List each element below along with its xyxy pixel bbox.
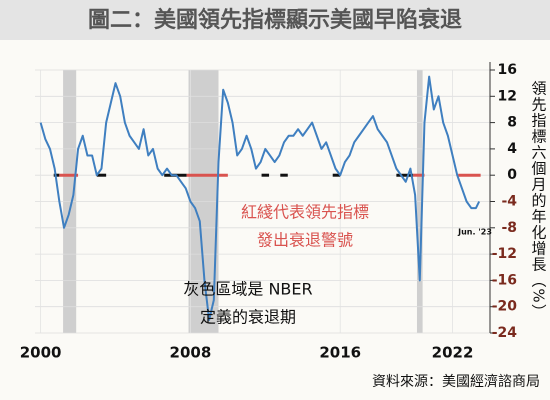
annotation: 定義的衰退期 xyxy=(200,308,296,327)
x-tick-label: 2016 xyxy=(319,344,361,362)
y-tick-label: 8 xyxy=(507,115,517,131)
source: 資料來源：美國經濟諮商局 xyxy=(372,373,540,390)
y-tick-label: -4 xyxy=(501,194,517,210)
y-tick-label: 0 xyxy=(507,167,517,183)
annotation: 發出衰退警號 xyxy=(257,231,353,250)
title-band xyxy=(0,0,550,40)
y-axis-label: 領先指標六個月的年化增長（%） xyxy=(530,80,548,319)
y-tick-label: 4 xyxy=(507,141,517,157)
x-tick-label: 2000 xyxy=(20,344,62,362)
annotation: Jun. '23 xyxy=(457,228,492,237)
chart-title: 圖二：美國領先指標顯示美國早陷衰退 xyxy=(88,7,462,33)
y-tick-label: -24 xyxy=(492,325,518,341)
y-tick-label: -12 xyxy=(492,246,517,262)
y-tick-label: -8 xyxy=(501,220,517,236)
y-tick-label: -16 xyxy=(492,272,517,288)
x-tick-label: 2022 xyxy=(432,344,474,362)
annotation: 灰色區域是 NBER xyxy=(183,280,312,299)
y-tick-label: 12 xyxy=(498,88,517,104)
series-line xyxy=(39,75,481,321)
y-tick-label: -20 xyxy=(492,299,518,315)
x-tick-label: 2008 xyxy=(170,344,212,362)
y-tick-label: 16 xyxy=(498,62,517,78)
annotation: 紅綫代表領先指標 xyxy=(241,203,369,222)
